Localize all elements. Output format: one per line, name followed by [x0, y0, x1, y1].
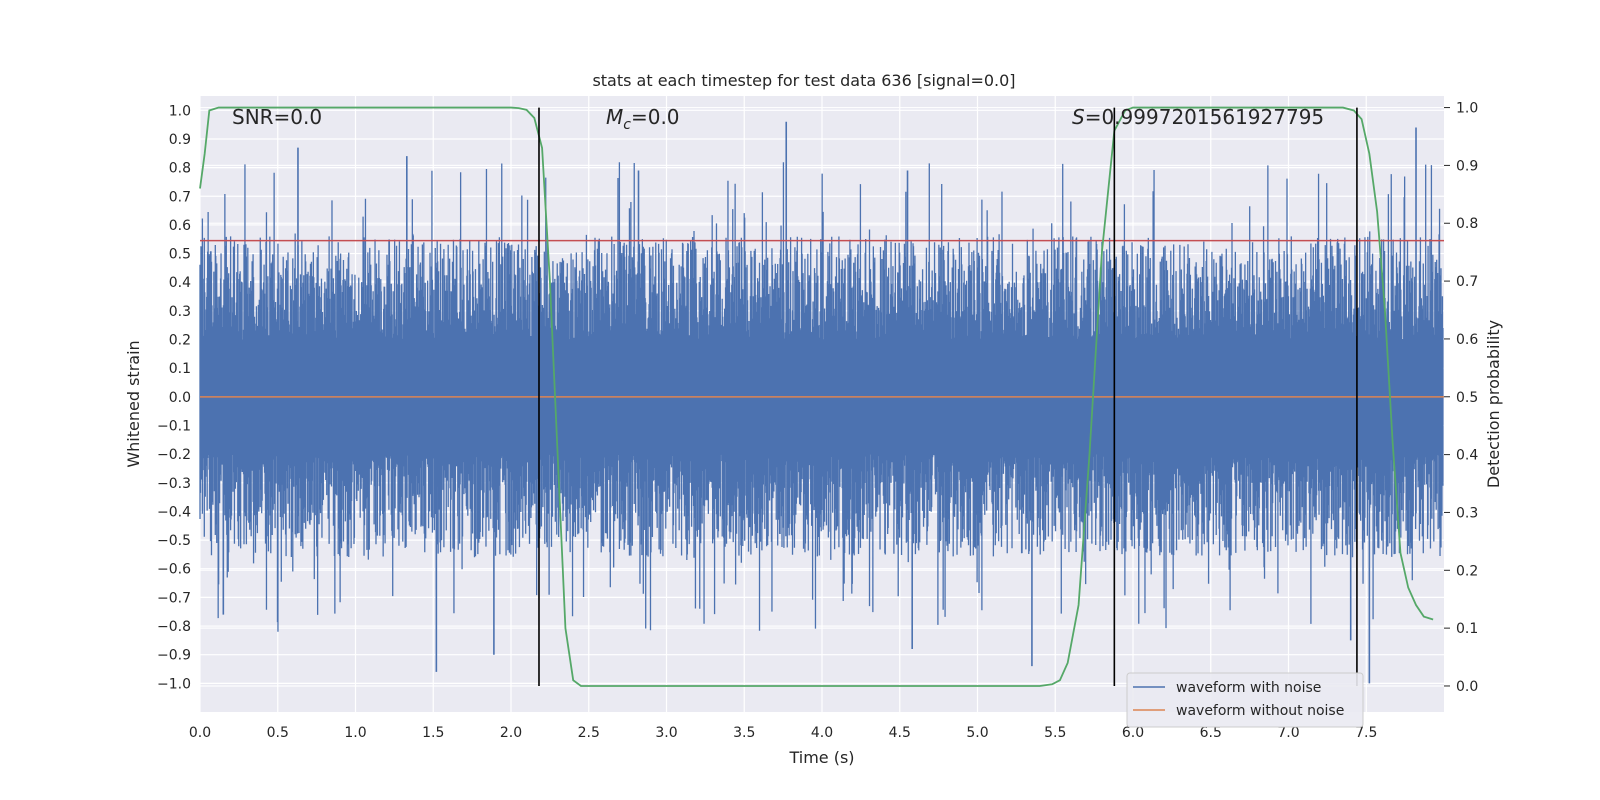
- y-tick-label: 0.5: [169, 247, 191, 263]
- s-annotation: S=0.9997201561927795: [1072, 105, 1324, 129]
- y-tick-label: 0.8: [169, 161, 191, 177]
- y-tick-label: 0.0: [169, 390, 191, 406]
- y-tick-label: 0.7: [169, 189, 191, 205]
- y-axis-label: Whitened strain: [124, 340, 143, 467]
- y2-tick-label: 1.0: [1456, 101, 1478, 117]
- y-tick-label: −0.2: [157, 447, 191, 463]
- y-tick-label: −0.4: [157, 504, 191, 520]
- x-tick-label: 1.0: [344, 725, 366, 741]
- y-tick-label: −0.5: [157, 533, 191, 549]
- x-tick-label: 6.0: [1122, 725, 1144, 741]
- legend-label-clean: waveform without noise: [1176, 703, 1344, 719]
- legend-label-noise: waveform with noise: [1176, 680, 1321, 696]
- y-tick-label: −0.9: [157, 648, 191, 664]
- y2-tick-label: 0.6: [1456, 332, 1478, 348]
- x-tick-label: 3.0: [655, 725, 677, 741]
- y2-tick-label: 0.7: [1456, 274, 1478, 290]
- y2-tick-label: 0.5: [1456, 390, 1478, 406]
- y-tick-label: 0.4: [169, 275, 191, 291]
- y-tick-label: 0.1: [169, 361, 191, 377]
- x-tick-label: 1.5: [422, 725, 444, 741]
- chirp-mass-annotation: Mc=0.0: [606, 105, 680, 133]
- x-tick-label: 5.5: [1044, 725, 1066, 741]
- y2-axis-label: Detection probability: [1484, 320, 1503, 488]
- y-tick-label: 0.9: [169, 132, 191, 148]
- y2-tick-label: 0.9: [1456, 158, 1478, 174]
- mc-value: =0.0: [631, 105, 680, 129]
- y2-ticks: 1.0 0.9 0.8 0.7 0.6 0.5 0.4 0.3 0.2 0.1 0.0: [1444, 101, 1478, 695]
- y-tick-label: −0.3: [157, 476, 191, 492]
- y2-tick-label: 0.0: [1456, 679, 1478, 695]
- x-tick-label: 2.5: [578, 725, 600, 741]
- y-tick-label: −0.8: [157, 619, 191, 635]
- x-ticks: 0.0 0.5 1.0 1.5 2.0 2.5 3.0 3.5 4.0 4.5 5.0 5.5 6.0 6…: [189, 725, 1378, 741]
- y-tick-label: 0.2: [169, 333, 191, 349]
- y2-tick-label: 0.2: [1456, 563, 1478, 579]
- y-tick-label: −0.6: [157, 562, 191, 578]
- y-tick-label: 1.0: [169, 103, 191, 119]
- x-tick-label: 4.5: [889, 725, 911, 741]
- mc-subscript: c: [623, 117, 631, 133]
- y2-tick-label: 0.1: [1456, 621, 1478, 637]
- y2-tick-label: 0.3: [1456, 505, 1478, 521]
- x-tick-label: 5.0: [966, 725, 988, 741]
- y2-tick-label: 0.4: [1456, 448, 1478, 464]
- y-ticks: 1.0 0.9 0.8 0.7 0.6 0.5 0.4 0.3 0.2 0.1 0.0 −0.1 −0.…: [157, 103, 191, 692]
- y-tick-label: −0.7: [157, 590, 191, 606]
- s-value: =0.9997201561927795: [1085, 105, 1324, 129]
- s-symbol: S: [1072, 105, 1085, 129]
- x-tick-label: 0.5: [267, 725, 289, 741]
- y-tick-label: −1.0: [157, 676, 191, 692]
- x-tick-label: 7.5: [1355, 725, 1377, 741]
- legend: waveform with noise waveform without noi…: [1126, 672, 1364, 728]
- x-axis-label: Time (s): [788, 748, 854, 767]
- y-tick-label: 0.6: [169, 218, 191, 234]
- x-tick-label: 7.0: [1277, 725, 1299, 741]
- series-group: [199, 106, 1444, 687]
- detection-probability-line: [199, 106, 1434, 687]
- chart-title: stats at each timestep for test data 636…: [592, 71, 1015, 90]
- legend-box: [1126, 672, 1364, 728]
- noise-series-group: [199, 121, 1444, 684]
- y-tick-label: 0.3: [169, 304, 191, 320]
- y2-tick-label: 0.8: [1456, 216, 1478, 232]
- mc-symbol: M: [606, 105, 623, 129]
- x-tick-label: 0.0: [189, 725, 211, 741]
- y-tick-label: −0.1: [157, 418, 191, 434]
- snr-annotation: SNR=0.0: [232, 105, 322, 129]
- x-tick-label: 3.5: [733, 725, 755, 741]
- x-tick-label: 6.5: [1200, 725, 1222, 741]
- x-tick-label: 2.0: [500, 725, 522, 741]
- x-tick-label: 4.0: [811, 725, 833, 741]
